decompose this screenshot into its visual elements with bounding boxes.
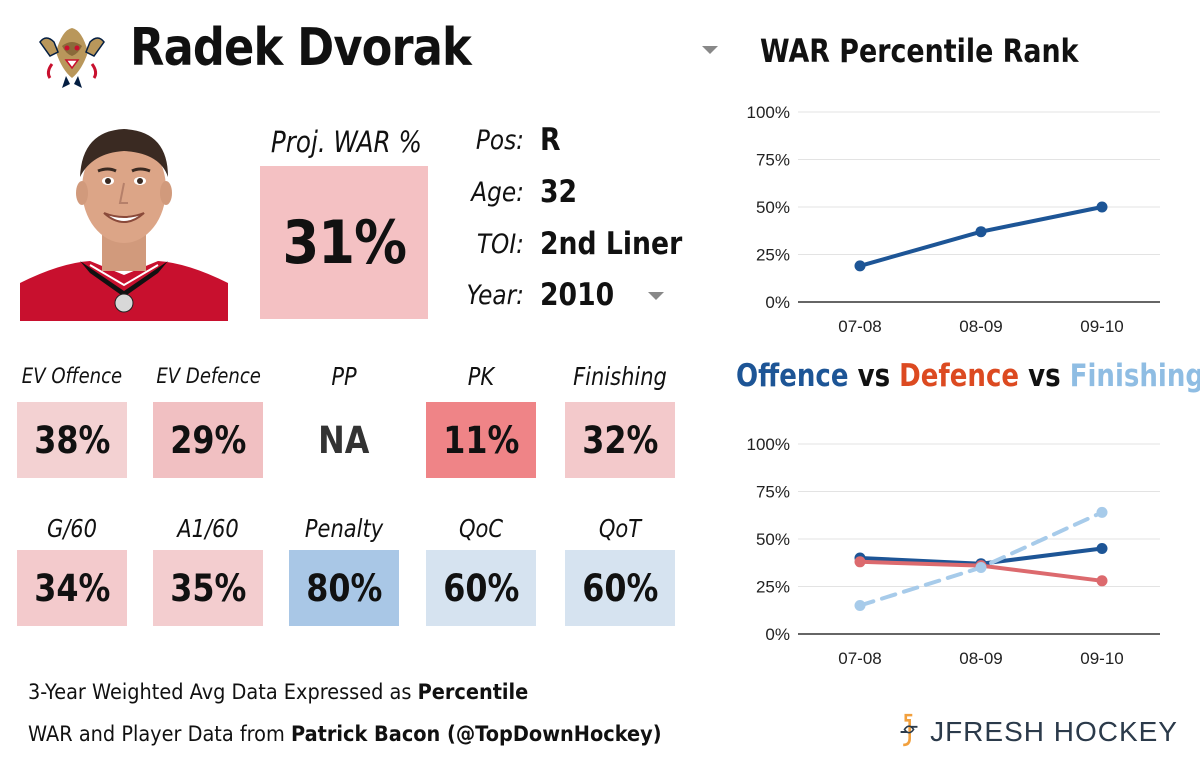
footer-note-percentile: 3-Year Weighted Avg Data Expressed as Pe… (28, 680, 528, 704)
stat-box-pp: NA (289, 402, 399, 478)
chart2-title: Offence vs Defence vs Finishing (736, 358, 1200, 394)
stat-value: 29% (169, 418, 247, 462)
year-dropdown-icon[interactable] (648, 292, 664, 300)
info-row-age: Age: 32 (440, 172, 710, 212)
stat-box-a160: 35% (153, 550, 263, 626)
player-photo (20, 115, 228, 321)
stat-label-finishing: Finishing (573, 362, 667, 391)
chart2-title-vs: vs (1028, 358, 1061, 394)
year-select-value[interactable]: 2010 (540, 277, 615, 313)
data-point (1096, 201, 1108, 213)
stat-box-g60: 34% (17, 550, 127, 626)
stat-value: 35% (169, 566, 247, 610)
chart2-title-defence: Defence (899, 358, 1020, 394)
data-point (975, 562, 987, 573)
data-point (1096, 575, 1108, 587)
info-label: TOI: (476, 228, 524, 260)
info-row-toi: TOI: 2nd Liner (440, 224, 710, 264)
player-dropdown-icon[interactable] (702, 46, 718, 54)
info-row-year[interactable]: Year: 2010 (440, 275, 710, 315)
brand-logo: JFRESH HOCKEY (898, 700, 1178, 764)
stat-label-qoc: QoC (458, 514, 504, 543)
info-row-pos: Pos: R (440, 120, 710, 160)
info-value: 2nd Liner (540, 226, 683, 262)
stat-box-qot: 60% (565, 550, 675, 626)
info-label: Pos: (475, 124, 524, 156)
stat-label-ev-offence: EV Offence (21, 364, 123, 388)
proj-war-value: 31% (282, 207, 407, 278)
stat-label-qot: QoT (598, 514, 642, 543)
stat-label-ev-defence: EV Defence (156, 364, 261, 388)
info-value: R (540, 122, 561, 158)
data-point (975, 226, 987, 238)
info-label: Year: (466, 279, 524, 311)
data-point (854, 260, 866, 272)
footer-text: 3-Year Weighted Avg Data Expressed as (28, 680, 418, 704)
x-tick-label: 09-10 (1080, 317, 1123, 336)
stat-value: NA (318, 418, 370, 462)
war-percentile-chart: 0% 25% 50% 75% 100% 07-08 08-09 09-10 (747, 103, 1160, 336)
stat-box-ev-defence: 29% (153, 402, 263, 478)
offence-defence-finishing-chart: 0% 25% 50% 75% 100% 07-08 08-09 09-10 (747, 435, 1160, 668)
footer-bold-text: Percentile (417, 680, 529, 704)
footer-text: WAR and Player Data from (28, 722, 291, 746)
y-tick-label: 50% (756, 530, 790, 549)
x-tick-label: 08-09 (959, 317, 1002, 336)
chart2-title-vs: vs (857, 358, 891, 394)
x-tick-label: 07-08 (838, 317, 881, 336)
stat-box-ev-offence: 38% (17, 402, 127, 478)
stat-value: 11% (442, 418, 520, 462)
data-point (1096, 506, 1108, 518)
stat-value: 32% (581, 418, 659, 462)
stat-label-penalty: Penalty (304, 514, 384, 543)
info-label: Age: (471, 176, 524, 208)
y-tick-label: 75% (756, 483, 790, 502)
panther-logo-icon (32, 12, 112, 90)
stat-label-g60: G/60 (46, 514, 98, 543)
y-tick-label: 25% (756, 578, 790, 597)
y-tick-label: 100% (747, 103, 790, 122)
stat-value: 34% (33, 566, 111, 610)
stat-box-qoc: 60% (426, 550, 536, 626)
x-tick-label: 08-09 (959, 649, 1002, 668)
stat-label-pp: PP (331, 362, 357, 391)
stat-value: 60% (581, 566, 659, 610)
stat-value: 38% (33, 418, 111, 462)
stat-value: 80% (305, 566, 383, 610)
data-point (854, 600, 866, 611)
stat-label-pk: PK (467, 362, 495, 391)
jfresh-logo-icon (900, 713, 918, 747)
data-point (854, 556, 866, 568)
stat-box-pk: 11% (426, 402, 536, 478)
footer-note-source: WAR and Player Data from Patrick Bacon (… (28, 722, 662, 746)
x-tick-label: 07-08 (838, 649, 881, 668)
chart2-title-finishing: Finishing (1069, 358, 1200, 394)
y-tick-label: 0% (765, 293, 790, 312)
stat-box-penalty: 80% (289, 550, 399, 626)
chart2-title-offence: Offence (736, 358, 849, 394)
chart1-title: WAR Percentile Rank (760, 32, 1079, 70)
stat-label-a160: A1/60 (177, 514, 239, 543)
brand-name: JFRESH HOCKEY (930, 716, 1178, 747)
footer-bold-text: Patrick Bacon (@TopDownHockey) (290, 722, 662, 746)
info-value: 32 (540, 174, 578, 210)
proj-war-label: Proj. WAR % (270, 125, 422, 159)
player-name: Radek Dvorak (130, 18, 472, 78)
y-tick-label: 0% (765, 625, 790, 644)
y-tick-label: 75% (756, 151, 790, 170)
data-point (1096, 543, 1108, 554)
y-tick-label: 100% (747, 435, 790, 454)
stat-value: 60% (442, 566, 520, 610)
proj-war-box: 31% (260, 166, 428, 319)
y-tick-label: 50% (756, 198, 790, 217)
y-tick-label: 25% (756, 246, 790, 265)
x-tick-label: 09-10 (1080, 649, 1123, 668)
stat-box-finishing: 32% (565, 402, 675, 478)
